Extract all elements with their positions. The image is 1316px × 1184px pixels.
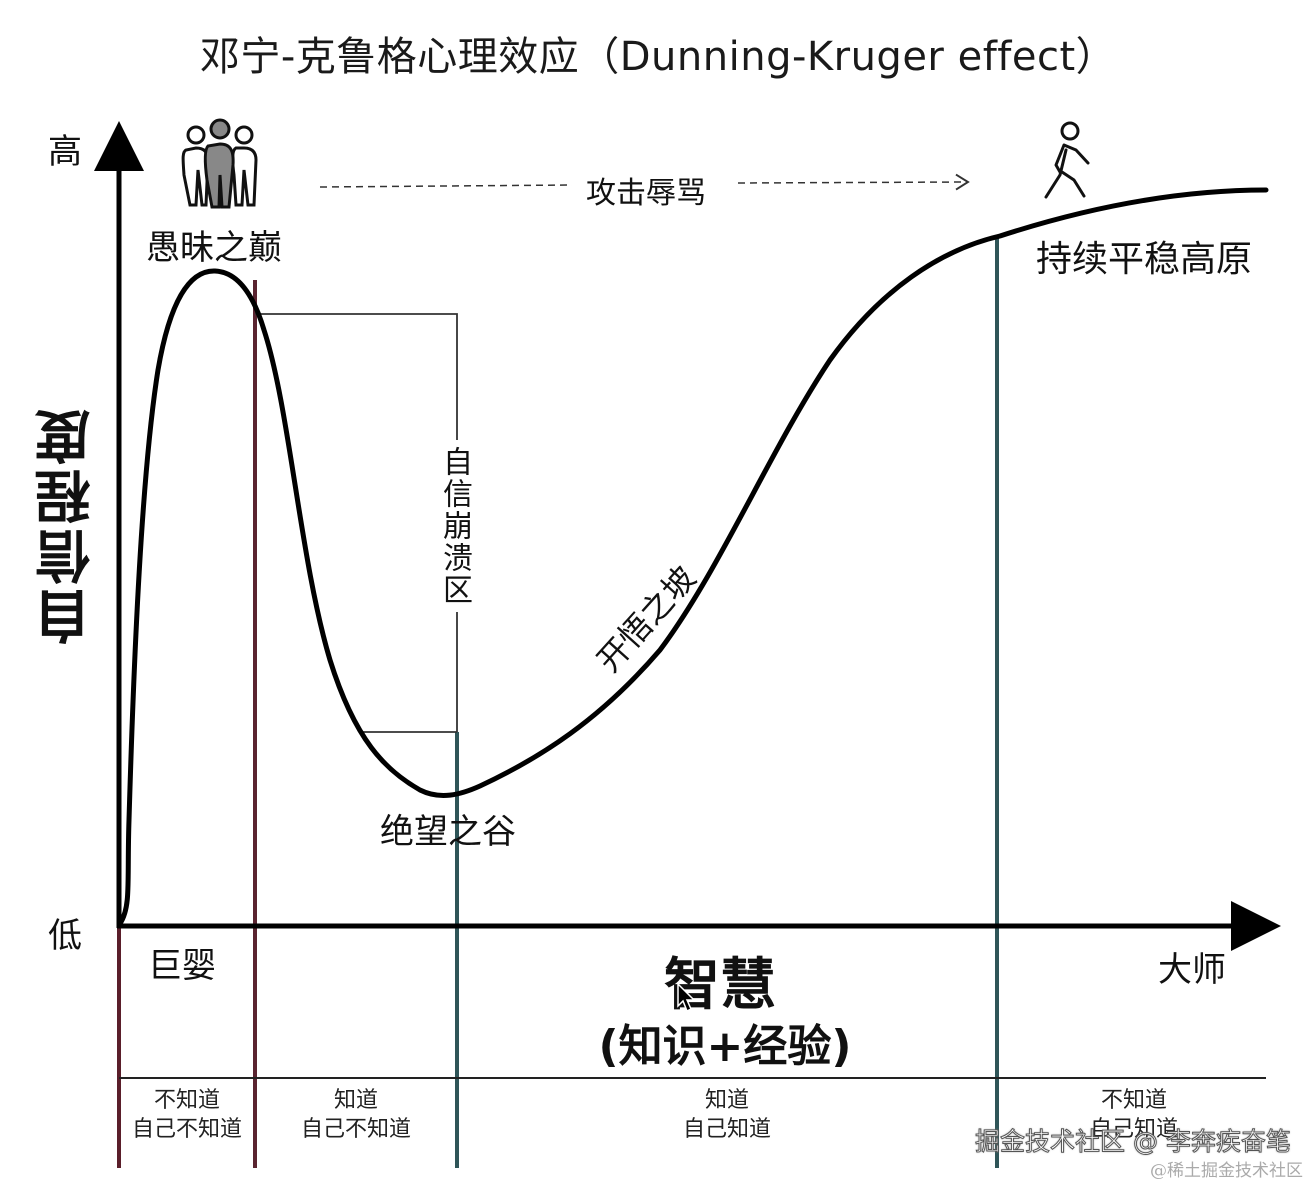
x-axis-start-label: 巨婴 [148,946,216,986]
peak-label: 愚昧之巅 [146,228,282,268]
stage-2-label: 知道 自己不知道 [257,1086,455,1144]
x-axis-end-label: 大师 [1158,950,1226,990]
y-axis-high-label: 高 [48,132,82,172]
y-axis-low-label: 低 [48,916,82,956]
x-axis-title: 智慧 [664,953,776,1018]
attack-label: 攻击辱骂 [578,168,714,212]
stage-1-line2: 自己不知道 [131,1117,242,1142]
walking-person-icon [1044,121,1090,199]
confidence-curve [118,187,1269,925]
stage-3-label: 知道 自己知道 [459,1086,995,1144]
stage-2-line2: 自己不知道 [300,1117,411,1142]
stage-1-line1: 不知道 [153,1088,220,1113]
collapse-zone-bracket [255,313,458,732]
attack-arrow-right [737,173,970,191]
valley-label: 绝望之谷 [380,812,516,852]
plateau-label: 持续平稳高原 [1036,239,1253,280]
stage-3-line1: 知道 [704,1088,749,1113]
stage-4-line1: 不知道 [1100,1088,1167,1113]
collapse-zone-label: 自信崩溃区 [432,440,476,612]
watermark-main: 掘金技术社区 @ 李奔疾奋笔 [975,1127,1292,1157]
chart-title: 邓宁-克鲁格心理效应（Dunning-Kruger effect） [199,34,1117,80]
x-axis-subtitle: (知识+经验) [598,1021,852,1072]
y-axis-title: 自信程度 [35,405,100,645]
stage-1-label: 不知道 自己不知道 [121,1086,253,1144]
stage-3-line2: 自己知道 [682,1117,771,1142]
stage-4-label: 不知道 自己知道 [999,1086,1269,1144]
stage-4-line2: 自己知道 [1089,1117,1178,1142]
group-of-people-icon [181,118,258,209]
watermark-sub: @稀土掘金技术社区 [1150,1161,1303,1181]
attack-arrow-left [319,184,573,188]
mouse-pointer-icon [677,982,696,1013]
stage-2-line1: 知道 [333,1088,378,1113]
